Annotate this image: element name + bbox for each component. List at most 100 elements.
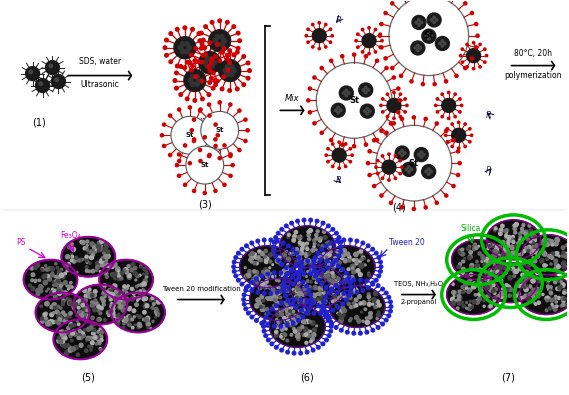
Circle shape	[481, 287, 483, 288]
Circle shape	[412, 15, 426, 29]
Circle shape	[296, 271, 299, 274]
Circle shape	[430, 170, 432, 173]
Circle shape	[68, 256, 70, 258]
Circle shape	[215, 35, 220, 39]
Circle shape	[533, 290, 535, 293]
Circle shape	[493, 284, 495, 286]
Circle shape	[250, 256, 253, 260]
Circle shape	[92, 251, 95, 254]
Circle shape	[85, 314, 89, 318]
Circle shape	[75, 303, 78, 306]
Circle shape	[86, 240, 89, 243]
Circle shape	[506, 253, 508, 256]
Circle shape	[208, 153, 211, 156]
Circle shape	[307, 41, 310, 43]
Circle shape	[88, 288, 91, 291]
Circle shape	[173, 79, 177, 82]
Circle shape	[533, 259, 537, 263]
Circle shape	[313, 245, 315, 248]
Circle shape	[123, 269, 126, 271]
Circle shape	[335, 281, 337, 284]
Circle shape	[275, 319, 278, 321]
Circle shape	[246, 76, 250, 80]
Circle shape	[376, 284, 380, 288]
Circle shape	[146, 322, 150, 326]
Circle shape	[373, 303, 376, 306]
Circle shape	[349, 296, 352, 299]
Circle shape	[332, 165, 334, 167]
Circle shape	[274, 304, 278, 307]
Circle shape	[469, 305, 473, 308]
Circle shape	[303, 294, 304, 296]
Circle shape	[526, 285, 528, 287]
Circle shape	[459, 290, 462, 293]
Circle shape	[191, 82, 195, 87]
Circle shape	[515, 286, 517, 288]
Circle shape	[193, 59, 197, 62]
Ellipse shape	[35, 293, 89, 333]
Text: St: St	[424, 31, 434, 40]
Circle shape	[254, 280, 258, 284]
Circle shape	[366, 244, 370, 248]
Circle shape	[514, 269, 518, 274]
Circle shape	[397, 111, 400, 114]
Circle shape	[263, 285, 267, 289]
Circle shape	[92, 253, 94, 256]
Circle shape	[226, 53, 230, 57]
Circle shape	[457, 297, 461, 301]
Circle shape	[318, 286, 322, 291]
Circle shape	[492, 254, 493, 256]
Circle shape	[286, 309, 288, 312]
Circle shape	[269, 260, 272, 263]
Circle shape	[549, 289, 552, 293]
Circle shape	[374, 306, 377, 308]
Circle shape	[254, 253, 257, 256]
Circle shape	[264, 316, 267, 319]
Circle shape	[59, 283, 61, 286]
Circle shape	[320, 66, 323, 70]
Circle shape	[507, 235, 511, 239]
Circle shape	[111, 273, 115, 277]
Circle shape	[76, 315, 77, 316]
Circle shape	[522, 281, 524, 283]
Circle shape	[295, 296, 298, 299]
Circle shape	[214, 189, 217, 192]
Circle shape	[127, 265, 130, 267]
Circle shape	[299, 315, 302, 318]
Circle shape	[110, 286, 114, 290]
Circle shape	[458, 248, 463, 253]
Circle shape	[197, 32, 201, 36]
Circle shape	[192, 118, 196, 121]
Circle shape	[127, 285, 129, 287]
Circle shape	[277, 320, 281, 324]
Circle shape	[191, 75, 195, 79]
Circle shape	[98, 341, 101, 344]
Circle shape	[374, 251, 378, 255]
Circle shape	[299, 235, 301, 237]
Circle shape	[324, 244, 328, 248]
Circle shape	[125, 318, 130, 322]
Circle shape	[377, 274, 381, 278]
Circle shape	[503, 266, 506, 269]
Circle shape	[119, 293, 122, 295]
Circle shape	[469, 273, 473, 276]
Circle shape	[513, 270, 516, 273]
Circle shape	[60, 333, 64, 337]
Circle shape	[232, 269, 236, 273]
Circle shape	[492, 250, 494, 252]
Circle shape	[275, 291, 279, 294]
Circle shape	[340, 328, 343, 332]
Circle shape	[524, 232, 527, 235]
Circle shape	[414, 47, 417, 49]
Circle shape	[262, 329, 266, 333]
Ellipse shape	[319, 246, 375, 288]
Circle shape	[59, 331, 63, 334]
Circle shape	[550, 278, 552, 280]
Circle shape	[532, 246, 536, 249]
Circle shape	[532, 245, 537, 250]
Circle shape	[205, 56, 210, 61]
Circle shape	[248, 270, 251, 273]
Circle shape	[262, 309, 265, 312]
Circle shape	[458, 251, 460, 254]
Circle shape	[46, 322, 50, 326]
